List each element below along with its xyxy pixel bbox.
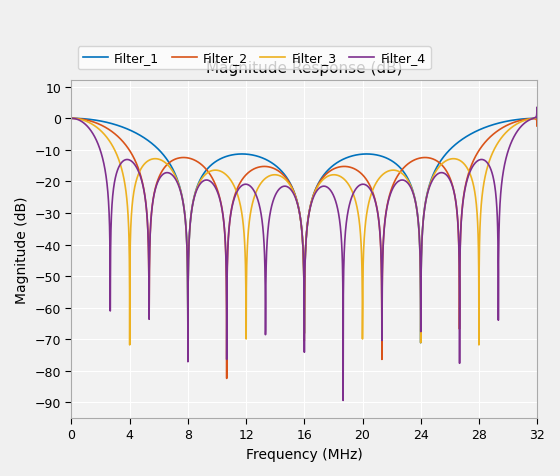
X-axis label: Frequency (MHz): Frequency (MHz) bbox=[246, 447, 363, 461]
Filter_3 bbox=[520, 119, 526, 125]
Filter_3 bbox=[68, 116, 75, 122]
Filter_1 bbox=[290, 186, 296, 192]
Line: Filter_3: Filter_3 bbox=[72, 119, 537, 345]
Filter_3 bbox=[496, 138, 503, 144]
Filter_4 bbox=[68, 116, 75, 122]
Filter_1 bbox=[268, 160, 274, 166]
Filter_1 bbox=[264, 158, 270, 164]
Filter_3 bbox=[475, 342, 482, 348]
Filter_4 bbox=[340, 398, 347, 404]
Filter_2 bbox=[223, 376, 230, 381]
Filter_4 bbox=[534, 105, 540, 111]
Filter_2 bbox=[520, 118, 526, 123]
Filter_4 bbox=[264, 239, 270, 245]
Filter_3 bbox=[264, 175, 270, 180]
Filter_2 bbox=[534, 116, 540, 122]
Y-axis label: Magnitude (dB): Magnitude (dB) bbox=[15, 196, 29, 303]
Filter_1 bbox=[68, 116, 75, 122]
Filter_1 bbox=[534, 116, 540, 122]
Filter_2 bbox=[264, 164, 270, 170]
Line: Filter_1: Filter_1 bbox=[72, 119, 537, 343]
Line: Filter_4: Filter_4 bbox=[72, 108, 537, 401]
Filter_4 bbox=[268, 208, 274, 213]
Filter_4 bbox=[407, 184, 413, 189]
Filter_4 bbox=[534, 116, 540, 122]
Filter_3 bbox=[268, 173, 274, 179]
Filter_4 bbox=[520, 122, 526, 128]
Filter_2 bbox=[290, 187, 296, 193]
Filter_1 bbox=[417, 340, 424, 346]
Filter_2 bbox=[268, 165, 274, 171]
Legend: Filter_1, Filter_2, Filter_3, Filter_4: Filter_1, Filter_2, Filter_3, Filter_4 bbox=[78, 47, 431, 70]
Filter_3 bbox=[290, 188, 296, 193]
Filter_2 bbox=[496, 127, 503, 133]
Filter_4 bbox=[290, 190, 296, 196]
Line: Filter_2: Filter_2 bbox=[72, 119, 537, 378]
Title: Magnitude Response (dB): Magnitude Response (dB) bbox=[206, 61, 403, 76]
Filter_2 bbox=[407, 160, 413, 166]
Filter_1 bbox=[407, 180, 413, 186]
Filter_2 bbox=[68, 116, 75, 122]
Filter_1 bbox=[496, 121, 503, 127]
Filter_4 bbox=[496, 206, 503, 212]
Filter_3 bbox=[407, 181, 413, 187]
Filter_3 bbox=[534, 116, 540, 122]
Filter_1 bbox=[520, 117, 526, 122]
